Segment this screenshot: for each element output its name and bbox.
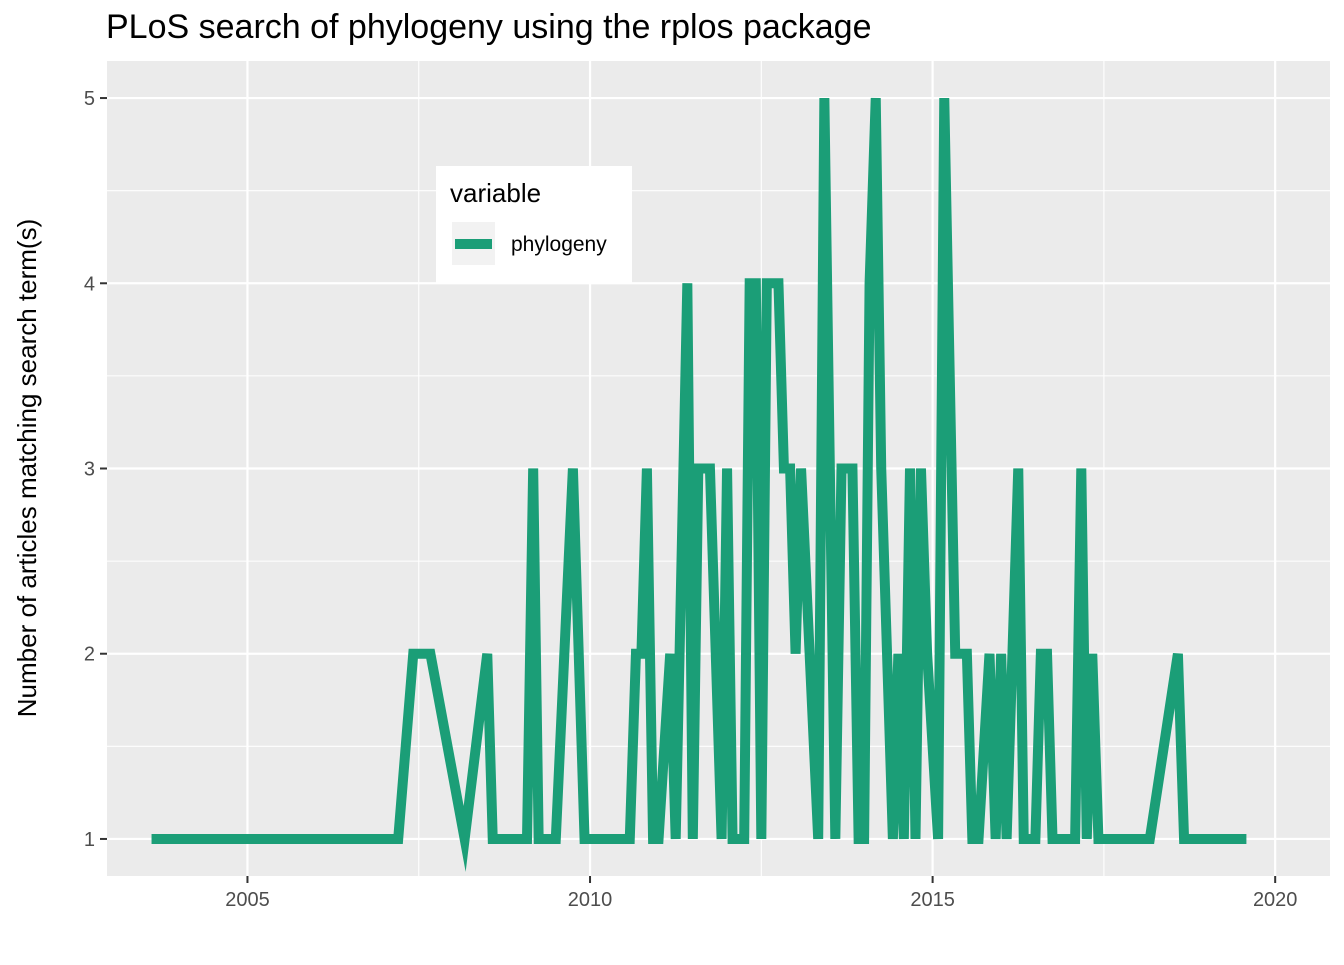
y-tick-label: 5 <box>84 88 95 110</box>
x-tick-label: 2015 <box>910 889 955 911</box>
y-tick-label: 4 <box>84 273 95 295</box>
chart-title: PLoS search of phylogeny using the rplos… <box>106 8 872 46</box>
x-tick-label: 2010 <box>568 889 613 911</box>
x-tick-label: 2020 <box>1253 889 1298 911</box>
legend-label-phylogeny: phylogeny <box>511 233 607 256</box>
series-lines <box>151 97 1247 872</box>
legend-title: variable <box>450 178 541 208</box>
y-tick-label: 3 <box>84 459 95 481</box>
y-tick-label: 1 <box>84 829 95 851</box>
legend: variable phylogeny <box>436 166 632 283</box>
y-tick-label: 2 <box>84 644 95 666</box>
series-line-phylogeny <box>151 97 1247 872</box>
y-axis-label: Number of articles matching search term(… <box>12 219 42 717</box>
axes: 1 2 3 4 5 2005 2010 2015 2020 <box>84 88 1298 911</box>
x-tick-label: 2005 <box>225 889 270 911</box>
